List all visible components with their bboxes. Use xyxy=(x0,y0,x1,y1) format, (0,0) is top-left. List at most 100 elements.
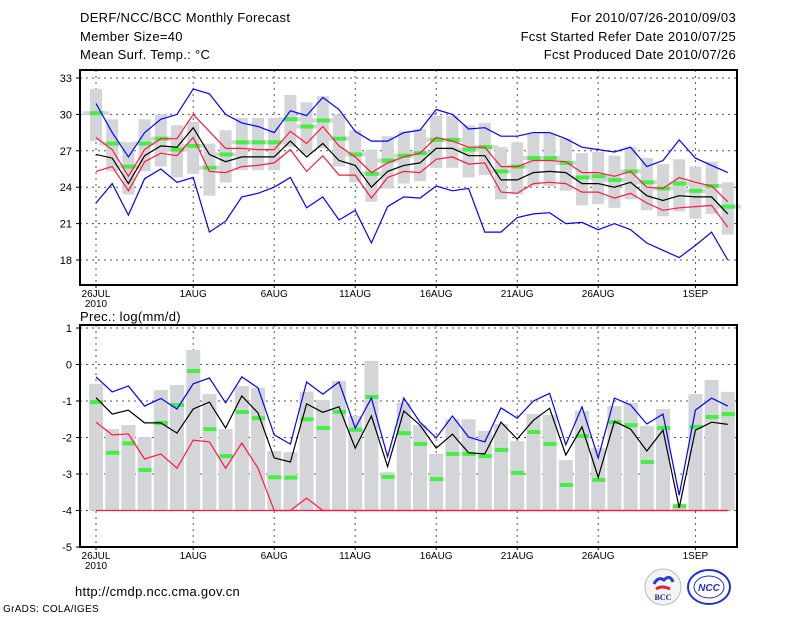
precip-median-mark xyxy=(138,467,152,472)
temp-median-mark xyxy=(608,177,622,182)
precip-median-mark xyxy=(576,434,589,439)
temp-median-mark xyxy=(122,164,136,169)
precip-median-mark xyxy=(430,477,444,482)
temp-upper-line xyxy=(95,113,729,203)
precip-ytick-label: 1 xyxy=(66,323,72,335)
precip-median-mark xyxy=(284,475,298,480)
temp-ytick-label: 18 xyxy=(60,255,72,267)
temp-max-line xyxy=(95,88,729,174)
precip-median-mark xyxy=(219,454,233,459)
precip-bar xyxy=(234,386,249,511)
precip-median-mark xyxy=(478,454,492,459)
precip-median-mark xyxy=(721,412,735,417)
precip-median-mark xyxy=(640,459,654,464)
temp-median-mark xyxy=(592,174,606,179)
precip-median-mark xyxy=(235,409,249,414)
precip-bar xyxy=(688,394,703,511)
precip-median-mark xyxy=(381,474,395,479)
precip-median-mark xyxy=(316,426,330,431)
precip-ytick-label: -3 xyxy=(62,469,72,481)
precip-frame xyxy=(79,324,738,548)
temp-frame xyxy=(79,69,738,286)
temp-median-mark xyxy=(721,204,735,209)
temp-median-mark xyxy=(90,111,103,116)
temp-xtick-label: 1AUG xyxy=(180,289,207,300)
temp-lower-line xyxy=(95,136,729,228)
precip-median-mark xyxy=(187,369,201,374)
temp-ytick-label: 30 xyxy=(60,109,72,121)
temp-median-mark xyxy=(397,153,411,158)
precip-bar xyxy=(299,391,314,511)
precip-bar xyxy=(445,419,460,511)
precip-ytick-label: -1 xyxy=(62,396,72,408)
precip-bar xyxy=(332,380,346,511)
variable-label: Mean Surf. Temp.: °C xyxy=(80,47,211,62)
member-size: Member Size=40 xyxy=(80,29,183,44)
precip-median-mark xyxy=(122,441,136,446)
ncc-logo: NCC xyxy=(686,568,732,606)
source-url[interactable]: http://cmdp.ncc.cma.gov.cn xyxy=(75,584,241,599)
precip-median-mark xyxy=(414,442,427,447)
forecast-produced-date: Fcst Produced Date 2010/07/26 xyxy=(543,47,736,62)
temp-xtick-label: 6AUG xyxy=(261,289,288,300)
precip-bar xyxy=(494,423,508,511)
precip-bar xyxy=(510,441,525,511)
precip-bar xyxy=(283,452,298,511)
precip-bar xyxy=(477,430,492,511)
precip-median-mark xyxy=(171,403,184,408)
temp-median-mark xyxy=(106,141,120,146)
precip-bar xyxy=(315,399,330,511)
precip-bar xyxy=(186,349,201,511)
temp-median-mark xyxy=(381,158,395,163)
precip-median-mark xyxy=(705,415,719,420)
temp-mean-line xyxy=(95,126,729,215)
temp-min-line xyxy=(95,168,729,261)
precip-ytick-label: -2 xyxy=(62,433,72,445)
temp-median-mark xyxy=(268,140,282,145)
svg-text:NCC: NCC xyxy=(698,583,720,594)
precip-median-mark xyxy=(300,417,314,422)
precip-median-mark xyxy=(365,394,379,399)
temp-median-mark xyxy=(673,181,687,186)
temp-median-mark xyxy=(559,160,573,165)
temp-median-mark xyxy=(430,137,444,142)
precip-median-mark xyxy=(349,427,363,432)
precip-bar xyxy=(396,402,411,511)
temp-xtick-label: 11AUG xyxy=(339,289,371,300)
precip-median-mark xyxy=(252,416,265,421)
precip-bar xyxy=(623,402,638,511)
precip-panel-title: Prec.: log(mm/d) xyxy=(80,309,181,324)
temp-ytick-label: 21 xyxy=(60,219,72,231)
precip-median-mark xyxy=(511,470,525,475)
precip-median-mark xyxy=(397,431,411,436)
temp-xtick-label: 26JUL xyxy=(82,289,111,300)
precip-mean-line xyxy=(95,394,728,509)
precip-bar xyxy=(218,429,233,511)
temp-median-mark xyxy=(495,169,508,174)
temp-median-mark xyxy=(349,152,363,157)
temp-median-mark xyxy=(333,136,346,141)
temp-median-mark xyxy=(316,118,330,123)
precip-xtick-label: 26AUG xyxy=(582,551,615,562)
temp-median-mark xyxy=(365,171,379,176)
precip-median-mark xyxy=(689,424,703,429)
precip-bar xyxy=(121,425,136,511)
forecast-started-date: Fcst Started Refer Date 2010/07/25 xyxy=(520,29,736,44)
temp-xtick-label: 21AUG xyxy=(501,289,534,300)
precip-bar xyxy=(429,453,444,511)
precip-bar xyxy=(170,384,184,511)
precip-median-mark xyxy=(106,450,120,455)
precip-xtick-label: 16AUG xyxy=(420,551,453,562)
forecast-period: For 2010/07/26-2010/09/03 xyxy=(570,10,736,25)
temp-median-mark xyxy=(689,188,703,193)
temp-xtick-year: 2010 xyxy=(85,299,108,310)
precip-xtick-label: 1SEP xyxy=(683,551,709,562)
grads-credit: GrADS: COLA/IGES xyxy=(3,604,99,615)
precip-xtick-label: 21AUG xyxy=(501,551,534,562)
precip-median-mark xyxy=(90,400,103,405)
precip-bar xyxy=(526,414,541,511)
temp-median-mark xyxy=(284,117,298,122)
temp-median-mark xyxy=(462,147,476,152)
precip-median-mark xyxy=(446,451,460,456)
